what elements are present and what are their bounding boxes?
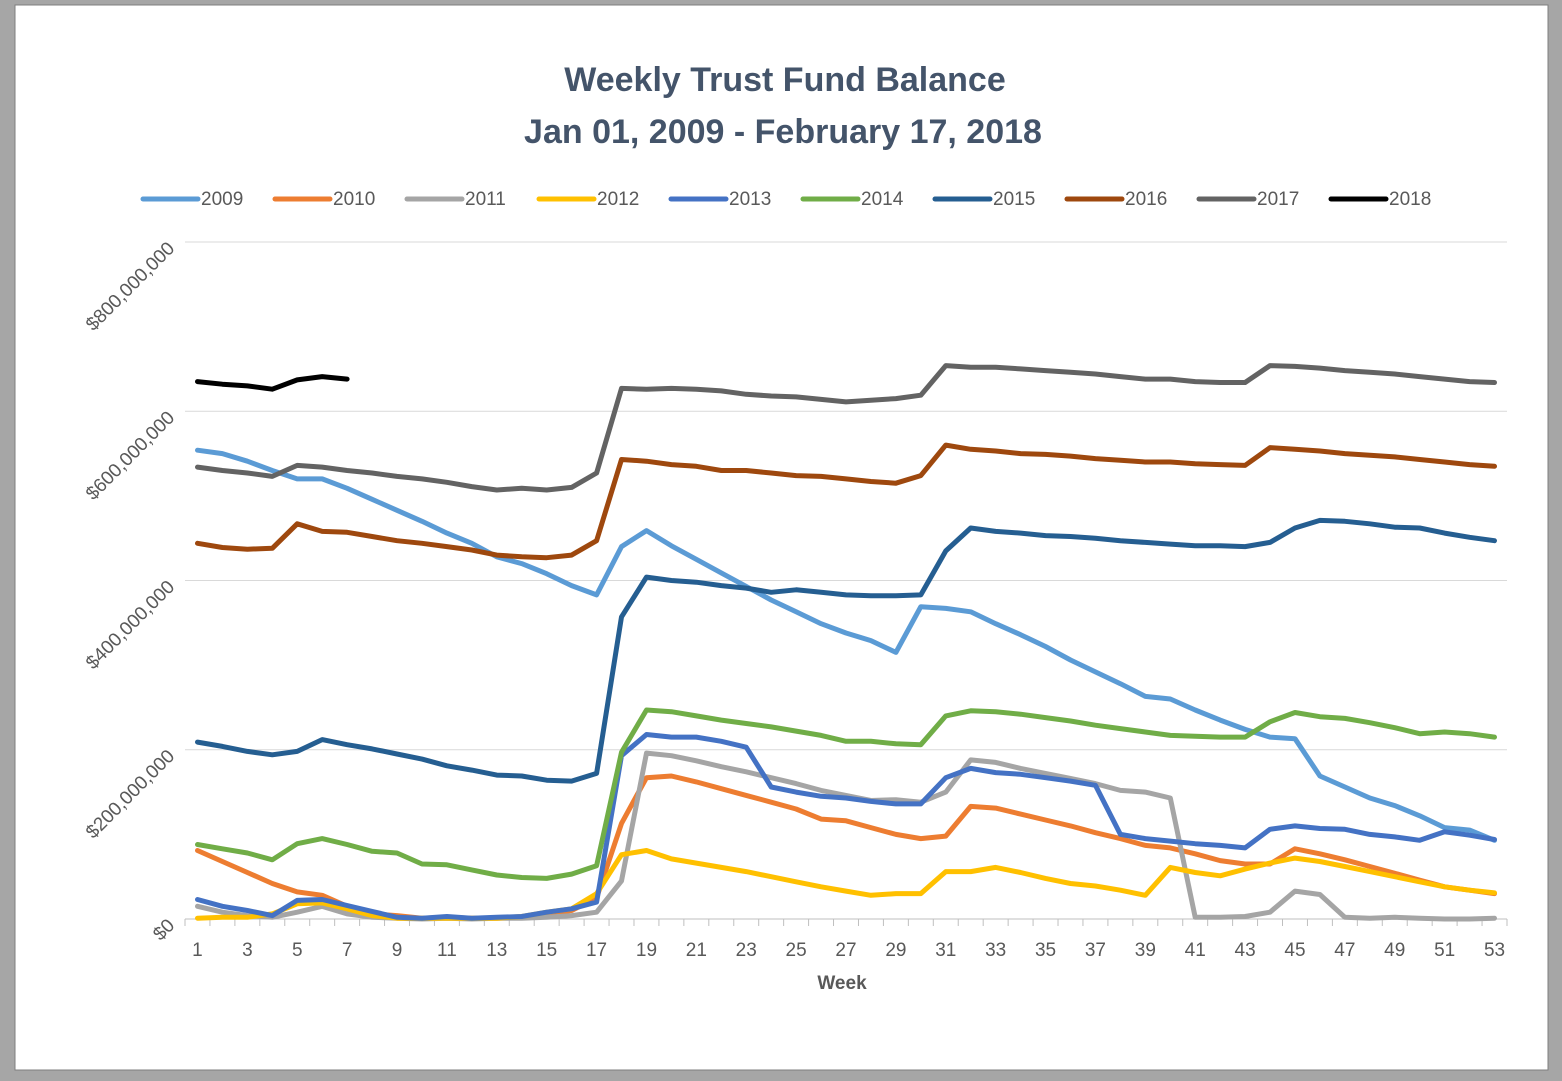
x-tick-label: 45 — [1284, 940, 1305, 961]
x-tick-label: 13 — [486, 940, 507, 961]
x-tick-label: 41 — [1185, 940, 1206, 961]
x-tick-label: 7 — [342, 940, 353, 961]
legend-label: 2012 — [597, 189, 639, 210]
series-line — [195, 442, 1497, 561]
x-tick-label: 35 — [1035, 940, 1056, 961]
series-line — [195, 732, 1497, 921]
x-axis-label: Week — [817, 973, 867, 994]
legend-label: 2013 — [729, 189, 771, 210]
series-line — [195, 447, 1497, 843]
x-tick-label: 11 — [437, 940, 457, 961]
x-tick-label: 5 — [292, 940, 303, 961]
legend-label: 2009 — [201, 189, 243, 210]
x-tick-label: 39 — [1135, 940, 1156, 961]
x-tick-label: 51 — [1434, 940, 1455, 961]
x-tick-label: 19 — [636, 940, 657, 961]
x-tick-label: 27 — [835, 940, 856, 961]
series-line — [195, 363, 1497, 493]
x-tick-label: 21 — [686, 940, 707, 961]
x-tick-label: 1 — [192, 940, 203, 961]
x-tick-label: 49 — [1384, 940, 1405, 961]
x-tick-label: 3 — [242, 940, 253, 961]
legend-label: 2016 — [1125, 189, 1167, 210]
series-line — [195, 517, 1497, 784]
x-tick-label: 23 — [736, 940, 757, 961]
x-tick-label: 47 — [1334, 940, 1355, 961]
x-tick-label: 31 — [935, 940, 956, 961]
x-tick-label: 9 — [392, 940, 403, 961]
x-tick-label: 37 — [1085, 940, 1106, 961]
series-line — [195, 707, 1497, 881]
x-tick-label: 29 — [885, 940, 906, 961]
x-tick-label: 43 — [1235, 940, 1256, 961]
legend-label: 2011 — [465, 189, 506, 210]
legend-label: 2017 — [1257, 189, 1299, 210]
legend-label: 2014 — [861, 189, 904, 210]
legend-label: 2010 — [333, 189, 375, 210]
chart-subtitle: Jan 01, 2009 - February 17, 2018 — [524, 113, 1042, 151]
series-line — [195, 374, 350, 392]
x-tick-label: 25 — [786, 940, 807, 961]
x-tick-label: 17 — [586, 940, 607, 961]
x-tick-label: 33 — [985, 940, 1006, 961]
legend-label: 2015 — [993, 189, 1035, 210]
x-tick-label: 15 — [536, 940, 557, 961]
x-tick-label: 53 — [1484, 940, 1505, 961]
legend-label: 2018 — [1389, 189, 1431, 210]
chart-title: Weekly Trust Fund Balance — [564, 61, 1006, 99]
